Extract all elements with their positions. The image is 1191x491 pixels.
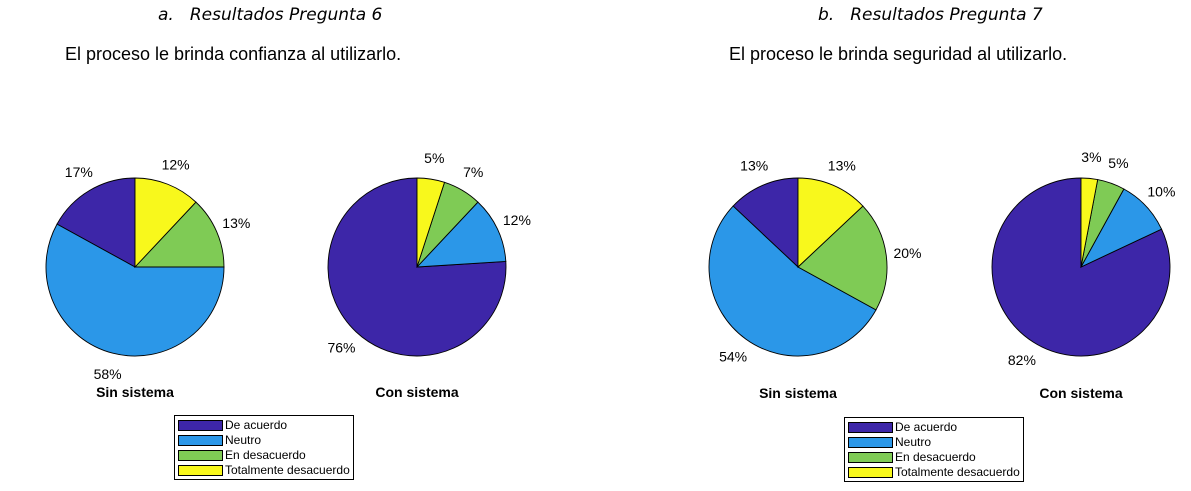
legend-panel-b: De acuerdo Neutro En desacuerdo Totalmen… [844,417,1024,482]
pie-value-label-neutro: 58% [94,366,122,382]
legend-item-totalmente-desacuerdo: Totalmente desacuerdo [848,465,1020,480]
legend-label: En desacuerdo [225,448,306,462]
legend-label: Totalmente desacuerdo [895,465,1020,479]
legend-label: Neutro [225,433,262,447]
pie-value-label-totalmente-desacuerdo: 5% [424,150,444,166]
pie-value-label-de-acuerdo: 76% [327,339,355,355]
legend-swatch-totalmente-desacuerdo [178,465,223,476]
pie-chart-subtitle: Con sistema [1039,385,1122,401]
pie-value-label-de-acuerdo: 17% [65,164,93,180]
legend-label: Totalmente desacuerdo [225,463,350,477]
pie-value-label-de-acuerdo: 82% [1008,352,1036,368]
pie-value-label-neutro: 12% [503,212,531,228]
legend-item-neutro: Neutro [848,435,1020,450]
pie-value-label-totalmente-desacuerdo: 12% [162,156,190,172]
panel-a-question: El proceso le brinda confianza al utiliz… [65,44,402,64]
pie-slice-neutro [708,205,877,357]
panel-b-heading: b. Resultados Pregunta 7 [818,5,1043,25]
pie-slice-neutro [415,201,507,268]
legend-item-neutro: Neutro [178,433,350,448]
pie-value-label-totalmente-desacuerdo: 3% [1081,149,1101,165]
legend-item-de-acuerdo: De acuerdo [178,418,350,433]
pie-chart-subtitle: Sin sistema [96,384,174,400]
panel-b-letter: b. [818,5,835,25]
pie-chart-a-sin-sistema: 17% 58% 13% 12% Sin sistema [45,156,250,400]
legend-item-en-desacuerdo: En desacuerdo [848,450,1020,465]
pie-slice-totalmente-desacuerdo [1080,177,1099,268]
pie-value-label-en-desacuerdo: 13% [222,215,250,231]
pie-slice-en-desacuerdo [797,205,888,311]
pie-slice-totalmente-desacuerdo [134,177,197,269]
legend-item-en-desacuerdo: En desacuerdo [178,448,350,463]
legend-item-de-acuerdo: De acuerdo [848,420,1020,435]
panel-a-letter: a. [158,5,174,25]
panel-a-title: Resultados Pregunta 6 [189,5,383,25]
pie-value-label-neutro: 10% [1147,184,1175,200]
legend-label: De acuerdo [225,418,288,432]
legend-swatch-neutro [178,435,223,446]
pie-slice-totalmente-desacuerdo [797,177,864,269]
legend-swatch-en-desacuerdo [848,452,893,463]
legend-label: De acuerdo [895,420,958,434]
legend-swatch-de-acuerdo [848,422,893,433]
pie-value-label-de-acuerdo: 13% [740,158,768,174]
legend-swatch-en-desacuerdo [178,450,223,461]
pie-chart-b-con-sistema: 82% 10% 5% 3% Con sistema [991,149,1175,401]
pie-slice-totalmente-desacuerdo [416,177,446,268]
pie-value-label-neutro: 54% [719,348,747,364]
legend-panel-a: De acuerdo Neutro En desacuerdo Totalmen… [174,415,354,480]
panel-b-question: El proceso le brinda seguridad al utiliz… [729,44,1068,64]
pie-value-label-totalmente-desacuerdo: 13% [828,158,856,174]
legend-item-totalmente-desacuerdo: Totalmente desacuerdo [178,463,350,478]
pie-chart-subtitle: Sin sistema [759,385,837,401]
legend-swatch-neutro [848,437,893,448]
pie-slice-en-desacuerdo [133,201,225,268]
pie-slice-de-acuerdo [732,177,799,269]
pie-value-label-en-desacuerdo: 20% [893,245,921,261]
legend-label: En desacuerdo [895,450,976,464]
legend-swatch-de-acuerdo [178,420,223,431]
pie-slice-neutro [45,223,225,357]
pie-chart-subtitle: Con sistema [375,384,458,400]
pie-value-label-en-desacuerdo: 5% [1108,155,1128,171]
pie-chart-b-sin-sistema: 13% 54% 20% 13% Sin sistema [708,158,922,401]
panel-a-heading: a. Resultados Pregunta 6 [158,5,382,25]
legend-swatch-totalmente-desacuerdo [848,467,893,478]
panel-b-title: Resultados Pregunta 7 [850,5,1043,25]
pie-value-label-en-desacuerdo: 7% [463,164,483,180]
pie-slice-de-acuerdo [56,177,136,268]
legend-label: Neutro [895,435,932,449]
pie-chart-a-con-sistema: 76% 12% 7% 5% Con sistema [327,150,530,400]
